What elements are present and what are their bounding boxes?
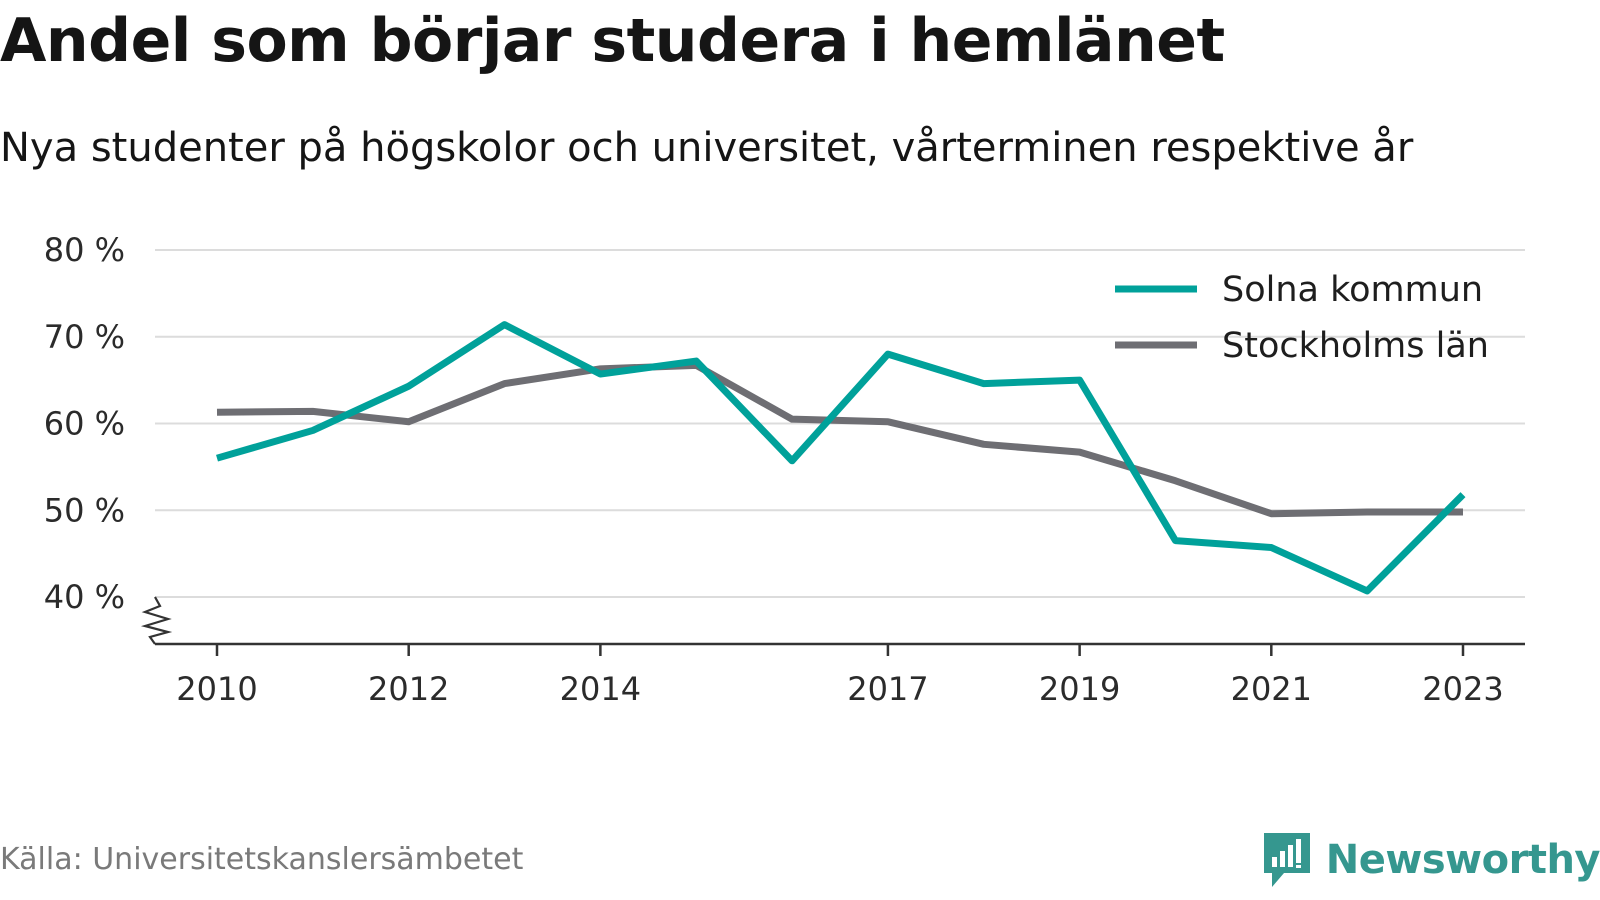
y-tick-label: 80 % bbox=[44, 231, 125, 269]
chart-title: Andel som börjar studera i hemlänet bbox=[0, 6, 1225, 76]
data-point bbox=[1268, 510, 1275, 517]
data-point bbox=[1364, 508, 1371, 515]
data-point bbox=[884, 418, 891, 425]
series-solna-kommun bbox=[214, 321, 1467, 595]
legend-item: Stockholms län bbox=[1115, 326, 1489, 366]
data-point bbox=[214, 409, 221, 416]
y-tick-label: 60 % bbox=[44, 405, 125, 443]
x-tick-label: 2014 bbox=[560, 670, 641, 708]
data-point bbox=[980, 380, 987, 387]
x-tick-label: 2017 bbox=[847, 670, 928, 708]
source-note: Källa: Universitetskanslersämbetet bbox=[0, 842, 524, 877]
legend-item: Solna kommun bbox=[1115, 270, 1483, 310]
x-tick-label: 2021 bbox=[1231, 670, 1312, 708]
data-point bbox=[1076, 449, 1083, 456]
series-lines bbox=[214, 321, 1467, 595]
data-point bbox=[214, 455, 221, 462]
axis-break-zigzag bbox=[140, 596, 173, 645]
data-point bbox=[309, 427, 316, 434]
brand-logo: Newsworthy bbox=[1262, 820, 1600, 900]
y-tick-label: 40 % bbox=[44, 578, 125, 616]
legend-label: Solna kommun bbox=[1222, 270, 1483, 310]
brand-name: Newsworthy bbox=[1325, 837, 1600, 883]
data-point bbox=[1460, 491, 1467, 498]
data-point bbox=[1364, 587, 1371, 594]
line-chart: 40 %50 %60 %70 %80 % 2010 2012 2014 2017 201… bbox=[44, 231, 1525, 708]
data-point bbox=[1172, 477, 1179, 484]
data-point bbox=[789, 416, 796, 423]
data-point bbox=[597, 371, 604, 378]
data-point bbox=[693, 358, 700, 365]
series-line bbox=[216, 361, 1463, 518]
x-tick-label: 2019 bbox=[1039, 670, 1120, 708]
legend-label: Stockholms län bbox=[1222, 326, 1489, 366]
chart-subtitle: Nya studenter på högskolor och universit… bbox=[0, 125, 1414, 171]
x-tick-label: 2023 bbox=[1422, 670, 1503, 708]
data-point bbox=[980, 441, 987, 448]
newsworthy-logo-icon bbox=[1263, 833, 1310, 887]
y-axis-break-icon bbox=[140, 596, 173, 645]
data-point bbox=[1460, 508, 1467, 515]
data-point bbox=[405, 383, 412, 390]
data-point bbox=[1268, 544, 1275, 551]
x-tick-label: 2010 bbox=[176, 670, 257, 708]
data-point bbox=[1076, 377, 1083, 384]
data-point bbox=[884, 351, 891, 358]
series-line bbox=[216, 321, 1466, 595]
data-point bbox=[309, 408, 316, 415]
data-point bbox=[789, 457, 796, 464]
data-point bbox=[501, 380, 508, 387]
data-point bbox=[501, 321, 508, 328]
data-point bbox=[1172, 537, 1179, 544]
x-tick-label: 2012 bbox=[368, 670, 449, 708]
y-axis-tick-labels: 40 % 50 % 60 % 70 % 80 % bbox=[44, 231, 125, 616]
x-axis: 2010 2012 2014 2017 2019 2021 2023 bbox=[155, 642, 1525, 708]
y-tick-label: 70 % bbox=[44, 318, 125, 356]
series-stockholms-län bbox=[214, 361, 1467, 518]
legend: Solna kommun Stockholms län bbox=[1115, 270, 1489, 366]
data-point bbox=[405, 418, 412, 425]
y-tick-label: 50 % bbox=[44, 491, 125, 529]
